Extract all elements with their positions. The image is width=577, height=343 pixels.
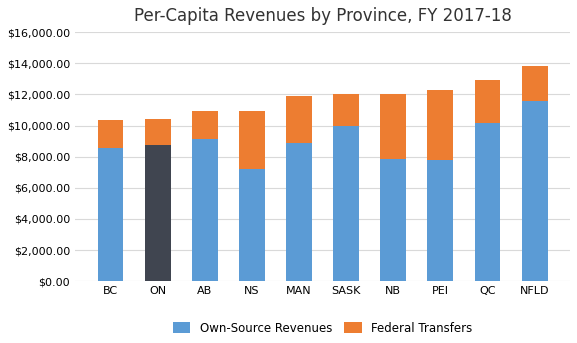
Bar [522, 66, 548, 102]
Bar [145, 145, 171, 281]
Bar [333, 94, 359, 126]
Bar [286, 96, 312, 143]
Bar [474, 123, 500, 281]
Bar [522, 102, 548, 281]
Bar [145, 119, 171, 145]
Bar [333, 126, 359, 281]
Bar [98, 148, 123, 281]
Title: Per-Capita Revenues by Province, FY 2017-18: Per-Capita Revenues by Province, FY 2017… [134, 7, 511, 25]
Bar [98, 120, 123, 148]
Bar [239, 169, 265, 281]
Bar [380, 94, 406, 159]
Legend: Own-Source Revenues, Federal Transfers: Own-Source Revenues, Federal Transfers [168, 317, 477, 340]
Bar [428, 160, 454, 281]
Bar [286, 143, 312, 281]
Bar [239, 111, 265, 169]
Bar [474, 80, 500, 123]
Bar [380, 159, 406, 281]
Bar [428, 90, 454, 160]
Bar [192, 139, 218, 281]
Bar [192, 111, 218, 139]
